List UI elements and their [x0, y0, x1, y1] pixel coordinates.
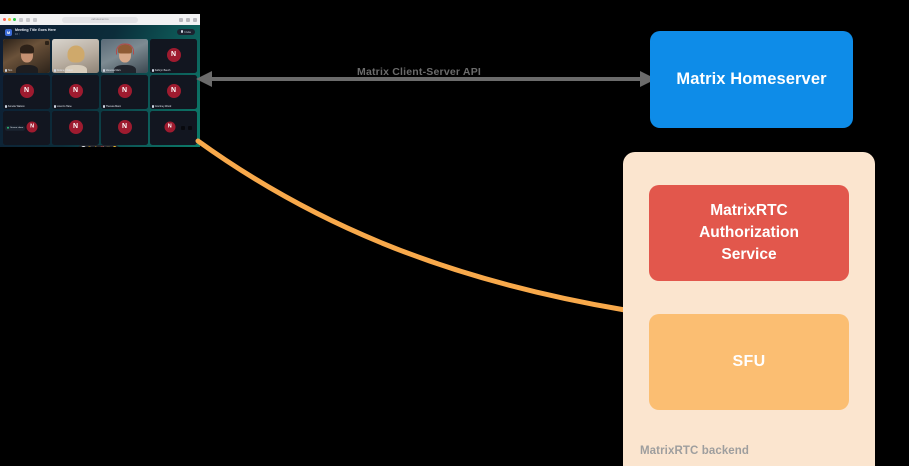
microphone-icon [151, 104, 154, 108]
bidirectional-arrow [196, 71, 656, 87]
connection-label: Matrix Client-Server API [357, 66, 482, 78]
address-bar[interactable]: call.element.io [62, 16, 138, 23]
video-tile[interactable]: N [150, 111, 197, 145]
microphone-icon [102, 104, 105, 108]
matrixrtc-authorization-service-label: MatrixRTC Authorization Service [699, 202, 799, 263]
participant-hair [19, 44, 34, 54]
pin-icon[interactable] [44, 40, 49, 45]
media-path-curve [195, 138, 628, 313]
participant-name: Kathryn Bauch [154, 68, 171, 72]
video-tile[interactable]: N Annette Watson [3, 75, 50, 109]
more-options-icon[interactable] [188, 126, 192, 130]
reaction-picker-icon[interactable]: ☺ [80, 146, 86, 147]
invite-button[interactable]: Invite [176, 28, 195, 35]
matrixrtc-backend-panel: MatrixRTC Authorization Service SFU Matr… [623, 152, 875, 466]
participant-name: Courtney Wood [154, 104, 172, 108]
microphone-icon [151, 68, 154, 72]
address-bar-text: call.element.io [91, 18, 109, 21]
participant-video [52, 39, 99, 73]
participant-hair [67, 45, 84, 63]
invite-button-label: Invite [184, 29, 191, 34]
browser-window: call.element.io M Meeting Title Goes Her… [0, 14, 200, 147]
participant-avatar: N [117, 119, 132, 134]
sfu-box[interactable]: SFU [649, 314, 849, 410]
room-avatar: M [5, 28, 12, 36]
participant-name: Annette Watson [7, 104, 25, 108]
participant-name-badge: Theresa Mann [102, 104, 122, 108]
call-header: M Meeting Title Goes Here 16 ↑ Invite [0, 25, 200, 38]
video-tile[interactable]: Vanessa Marx [101, 39, 148, 73]
participant-name: Theresa Mann [105, 104, 122, 108]
share-icon[interactable] [179, 17, 183, 22]
room-title: Meeting Title Goes Here [15, 28, 56, 32]
muted-icon [181, 126, 185, 130]
microphone-icon [4, 104, 7, 108]
matrix-homeserver-label: Matrix Homeserver [676, 70, 827, 88]
matrix-homeserver-box[interactable]: Matrix Homeserver [650, 31, 853, 128]
participant-body [113, 65, 136, 73]
video-tile[interactable]: N Courtney Wood [150, 75, 197, 109]
participant-name: Lorenzo Hane [56, 104, 72, 108]
participant-name: Vanessa Marx [105, 68, 121, 72]
live-dot-icon [7, 126, 10, 130]
participant-body [15, 65, 38, 73]
participant-name-badge: Annette Watson [4, 104, 25, 108]
video-tile[interactable]: N Theresa Mann [101, 75, 148, 109]
participant-name-badge: Lorenzo Hane [53, 104, 72, 108]
participant-name-badge: Tom [4, 68, 13, 72]
participant-avatar: N [166, 83, 181, 98]
participant-video [3, 39, 50, 73]
participant-name-badge: Courtney Wood [151, 104, 172, 108]
participant-avatar: N [164, 121, 176, 133]
microphone-icon [102, 68, 105, 72]
reaction-toolbar[interactable]: ☺ 👏 👍 🎉 🙌 😂 [78, 145, 120, 147]
minimize-dot[interactable] [8, 18, 11, 21]
maximize-dot[interactable] [13, 18, 16, 21]
matrixrtc-authorization-service-box[interactable]: MatrixRTC Authorization Service [649, 185, 849, 281]
participant-avatar: N [26, 121, 38, 133]
video-tile[interactable]: N [101, 111, 148, 145]
video-tile[interactable]: Delaney Valero [52, 39, 99, 73]
microphone-icon [53, 68, 56, 72]
video-tile[interactable]: Tom [3, 39, 50, 73]
video-tile[interactable]: N [52, 111, 99, 145]
headset-icon [115, 43, 134, 55]
participant-name-badge: Delaney Valero [53, 68, 73, 72]
forward-arrow-icon[interactable] [33, 17, 37, 22]
back-arrow-icon[interactable] [26, 17, 30, 22]
participant-name-badge: Vanessa Marx [102, 68, 121, 72]
participant-avatar: N [68, 83, 83, 98]
new-tab-icon[interactable] [186, 17, 190, 22]
participant-hair [117, 44, 132, 54]
participant-avatar: N [19, 83, 34, 98]
screenshare-label: Screen share [10, 127, 24, 129]
participant-video [101, 39, 148, 73]
room-subtitle: 16 ↑ [15, 33, 20, 36]
browser-chrome: call.element.io [0, 14, 200, 25]
participant-avatar: N [68, 119, 83, 134]
participant-avatar: N [166, 47, 181, 62]
sfu-label: SFU [732, 353, 766, 370]
window-traffic-lights[interactable] [3, 18, 16, 21]
invite-icon [180, 30, 183, 33]
sidebar-toggle-icon[interactable] [19, 17, 23, 22]
video-call-app: M Meeting Title Goes Here 16 ↑ Invite [0, 25, 200, 147]
microphone-icon [53, 104, 56, 108]
participant-name: Delaney Valero [56, 68, 73, 72]
participant-name: Tom [7, 68, 13, 72]
video-tile-grid: Tom Delaney Valero [3, 39, 197, 145]
participant-avatar: N [117, 83, 132, 98]
screenshare-badge: Screen share [5, 125, 26, 131]
screenshare-tile[interactable]: Screen share N [3, 111, 50, 145]
video-tile[interactable]: N Kathryn Bauch [150, 39, 197, 73]
close-dot[interactable] [3, 18, 6, 21]
participant-name-badge: Kathryn Bauch [151, 68, 171, 72]
participant-body [64, 65, 87, 73]
matrixrtc-backend-caption: MatrixRTC backend [640, 445, 750, 457]
microphone-icon [4, 68, 7, 72]
video-tile[interactable]: N Lorenzo Hane [52, 75, 99, 109]
browser-toolbar-actions [179, 17, 197, 22]
tabs-overview-icon[interactable] [193, 17, 197, 22]
